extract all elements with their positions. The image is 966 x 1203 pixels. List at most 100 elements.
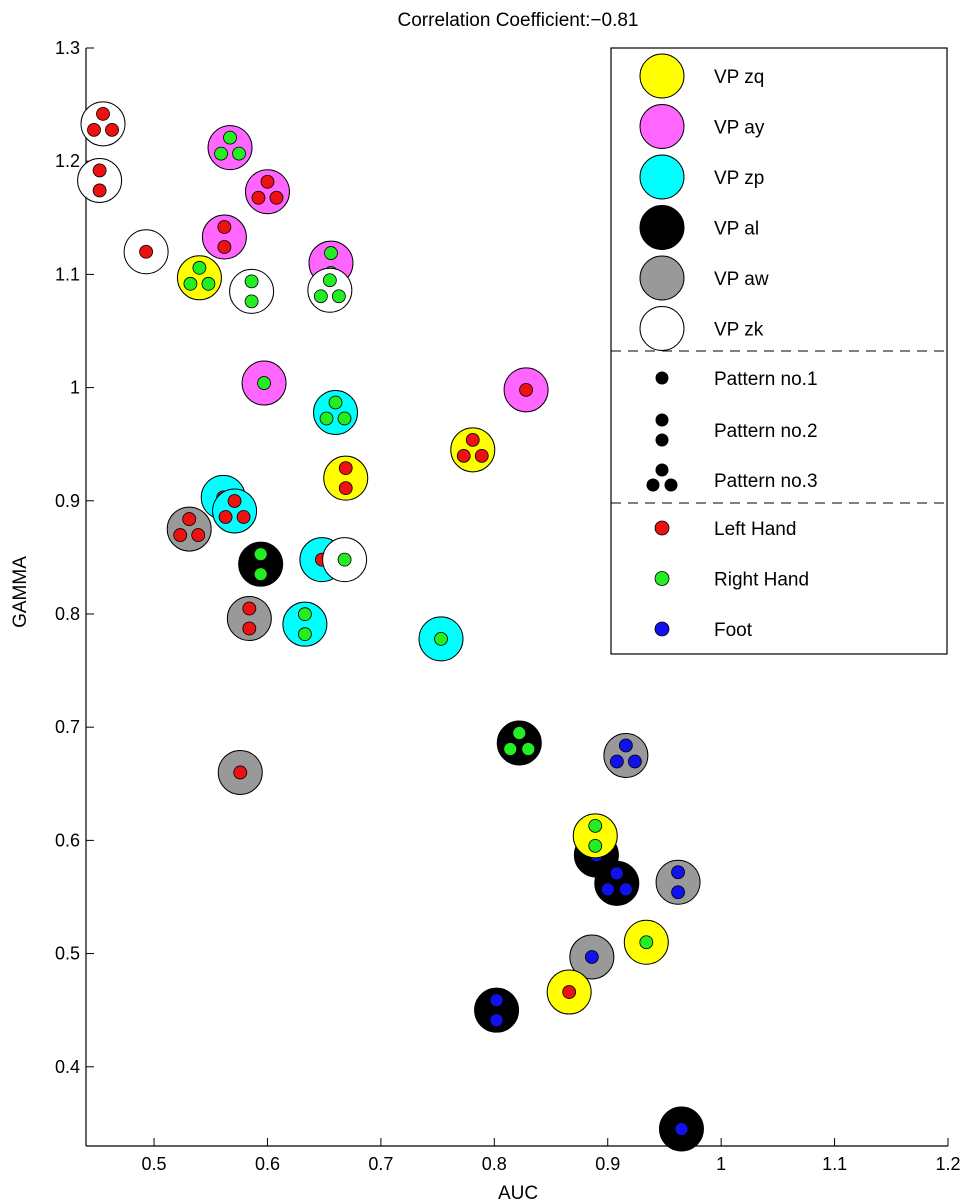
pattern-dot	[489, 993, 504, 1008]
y-tick-label: 1.2	[55, 151, 80, 171]
data-points	[77, 101, 704, 1152]
legend-pattern-dot	[655, 433, 669, 447]
pattern-dot	[588, 818, 603, 833]
legend-pattern-dot	[655, 413, 669, 427]
data-point	[655, 859, 701, 905]
pattern-dot	[609, 754, 624, 769]
legend-subject-marker	[639, 53, 685, 99]
data-point	[201, 214, 247, 260]
pattern-dot	[251, 190, 266, 205]
data-point	[496, 720, 542, 766]
data-point	[77, 157, 123, 203]
pattern-dot	[600, 882, 615, 897]
legend-limb-label: Right Hand	[714, 570, 809, 591]
pattern-dot	[337, 552, 352, 567]
legend-limb-dot	[654, 520, 670, 536]
data-point	[418, 616, 464, 662]
legend: VP zq VP ay VP zp VP al VP aw VP zk Pattern no…	[610, 47, 948, 655]
pattern-dot	[671, 865, 685, 880]
pattern-dot	[319, 411, 334, 426]
data-point	[166, 506, 212, 552]
y-tick-label: 0.7	[55, 717, 80, 737]
data-point	[658, 1106, 704, 1152]
legend-subject-marker	[639, 154, 685, 200]
pattern-dot	[298, 607, 312, 622]
pattern-dot	[232, 146, 246, 161]
pattern-dot	[512, 726, 527, 740]
legend-subject-marker	[639, 255, 685, 301]
data-point	[572, 813, 618, 859]
y-tick-label: 0.6	[55, 830, 80, 850]
y-tick-label: 0.8	[55, 604, 80, 624]
pattern-dot	[87, 122, 101, 137]
legend-subject-label: VP zp	[714, 168, 764, 189]
legend-pattern-label: Pattern no.3	[714, 471, 818, 492]
pattern-dot	[214, 146, 228, 161]
pattern-dot	[96, 106, 110, 121]
data-point	[244, 169, 290, 215]
subject-marker	[77, 157, 123, 203]
x-tick-label: 0.6	[255, 1154, 280, 1174]
pattern-dot	[257, 376, 271, 390]
pattern-dot	[456, 448, 471, 463]
pattern-dot	[217, 240, 232, 254]
legend-subject-label: VP zk	[714, 320, 764, 341]
data-point	[594, 860, 640, 906]
pattern-dot	[588, 838, 603, 853]
pattern-dot	[201, 276, 216, 291]
legend-limb-dot	[654, 621, 670, 637]
chart-title: Correlation Coefficient:−0.81	[398, 10, 639, 31]
subject-marker	[201, 214, 247, 260]
data-point	[217, 749, 263, 795]
pattern-dot	[233, 765, 248, 780]
pattern-dot	[322, 273, 337, 288]
pattern-dot	[253, 567, 268, 582]
data-point	[176, 255, 222, 301]
y-tick-label: 1.3	[55, 38, 80, 58]
pattern-dot	[434, 631, 448, 646]
data-point	[322, 537, 368, 583]
data-point	[238, 541, 284, 587]
legend-subject-marker	[639, 104, 685, 149]
x-tick-label: 0.9	[595, 1154, 620, 1174]
data-point	[623, 919, 669, 965]
x-tick-label: 1	[716, 1154, 726, 1174]
data-point	[546, 969, 592, 1015]
legend-pattern-dot	[646, 478, 660, 492]
x-tick-label: 1.2	[935, 1154, 960, 1174]
subject-marker	[474, 987, 520, 1033]
pattern-dot	[519, 382, 533, 397]
pattern-dot	[173, 528, 188, 542]
data-point	[226, 596, 272, 642]
legend-pattern-dot	[664, 478, 678, 492]
data-point	[474, 987, 520, 1033]
pattern-dot	[253, 547, 268, 562]
subject-marker	[572, 813, 618, 859]
legend-pattern-dot	[655, 371, 669, 385]
pattern-dot	[244, 274, 259, 289]
pattern-dot	[92, 183, 107, 198]
pattern-dot	[562, 985, 577, 999]
legend-limb-label: Foot	[714, 620, 753, 641]
pattern-dot	[269, 190, 284, 205]
legend-limb-dot	[654, 571, 670, 586]
pattern-dot	[105, 122, 119, 137]
data-point	[603, 732, 649, 778]
pattern-dot	[609, 866, 624, 881]
pattern-dot	[639, 935, 654, 950]
y-tick-label: 0.5	[55, 944, 80, 964]
pattern-dot	[618, 738, 633, 753]
pattern-dot	[465, 432, 480, 447]
legend-subject-label: VP al	[714, 219, 759, 240]
pattern-dot	[183, 276, 198, 291]
legend-subject-label: VP aw	[714, 269, 769, 290]
y-tick-label: 1.1	[55, 264, 80, 284]
data-point	[241, 360, 287, 406]
legend-pattern-label: Pattern no.1	[714, 369, 818, 390]
pattern-dot	[191, 528, 206, 542]
data-point	[450, 427, 496, 473]
data-point	[503, 367, 549, 413]
pattern-dot	[242, 621, 257, 636]
pattern-dot	[92, 163, 107, 178]
data-point	[229, 268, 275, 314]
